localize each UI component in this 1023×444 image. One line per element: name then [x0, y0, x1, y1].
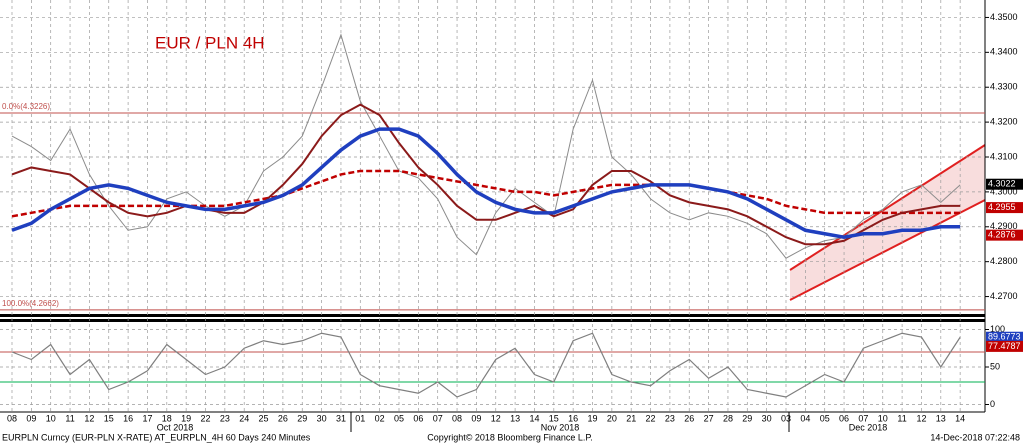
x-tick-label: 30 [317, 413, 327, 423]
price-marker [986, 202, 1023, 214]
x-tick-label: 02 [375, 413, 385, 423]
x-tick-label: 10 [46, 413, 56, 423]
price-marker-label: 4.2876 [988, 230, 1016, 240]
y-tick-label: 4.3100 [990, 151, 1018, 161]
price-marker-label: 89.6773 [988, 332, 1021, 342]
x-tick-label: 05 [394, 413, 404, 423]
x-tick-label: 31 [336, 413, 346, 423]
month-label: Nov 2018 [541, 422, 580, 432]
x-tick-label: 25 [259, 413, 269, 423]
x-tick-label: 12 [491, 413, 501, 423]
x-tick-label: 24 [239, 413, 249, 423]
footer-left: EURPLN Curncy (EUR-PLN X-RATE) AT_EURPLN… [2, 432, 311, 442]
x-tick-label: 19 [587, 413, 597, 423]
y-tick-label: 0 [990, 399, 995, 409]
x-tick-label: 19 [181, 413, 191, 423]
series-line [11, 332, 961, 398]
x-tick-label: 26 [278, 413, 288, 423]
x-tick-label: 17 [142, 413, 152, 423]
price-marker-label: 77.4787 [988, 341, 1021, 351]
channel-upper [789, 144, 986, 271]
x-tick-label: 13 [510, 413, 520, 423]
x-tick-label: 09 [26, 413, 36, 423]
price-marker [986, 340, 1023, 352]
price-marker-label: 4.3022 [988, 179, 1016, 189]
x-tick-label: 10 [878, 413, 888, 423]
level-label: 100.0%(4.2662) [2, 299, 59, 308]
month-label: Dec 2018 [849, 422, 888, 432]
x-tick-label: 03 [781, 413, 791, 423]
x-tick-label: 18 [162, 413, 172, 423]
x-tick-label: 23 [220, 413, 230, 423]
x-tick-label: 23 [665, 413, 675, 423]
pane-separator [0, 314, 985, 317]
series-line [11, 169, 961, 218]
series-line [11, 33, 961, 259]
x-tick-label: 21 [626, 413, 636, 423]
x-tick-label: 04 [800, 413, 810, 423]
x-tick-label: 12 [84, 413, 94, 423]
x-tick-label: 15 [549, 413, 559, 423]
y-tick-label: 4.3400 [990, 47, 1018, 57]
x-tick-label: 22 [646, 413, 656, 423]
x-tick-label: 08 [7, 413, 17, 423]
x-tick-label: 29 [742, 413, 752, 423]
x-tick-label: 08 [452, 413, 462, 423]
x-tick-label: 26 [684, 413, 694, 423]
price-marker-label: 4.2955 [988, 202, 1016, 212]
x-tick-label: 29 [297, 413, 307, 423]
series-line [11, 127, 961, 240]
price-marker [986, 331, 1023, 343]
y-tick-label: 100 [990, 324, 1005, 334]
y-tick-label: 4.2700 [990, 291, 1018, 301]
x-tick-label: 22 [200, 413, 210, 423]
footer-center: Copyright© 2018 Bloomberg Finance L.P. [427, 432, 593, 442]
chart-title: EUR / PLN 4H [155, 33, 265, 52]
x-tick-label: 11 [65, 413, 74, 423]
channel-lower [789, 199, 986, 301]
x-tick-label: 28 [723, 413, 733, 423]
x-tick-label: 07 [433, 413, 443, 423]
x-tick-label: 20 [607, 413, 617, 423]
x-tick-label: 07 [858, 413, 868, 423]
footer-right: 14-Dec-2018 07:22:48 [930, 432, 1020, 442]
level-label: 0.0%(4.3226) [2, 102, 50, 111]
x-tick-label: 09 [471, 413, 481, 423]
x-tick-label: 12 [916, 413, 926, 423]
y-tick-label: 4.2900 [990, 221, 1018, 231]
y-tick-label: 4.3000 [990, 186, 1018, 196]
series-line [11, 103, 961, 246]
price-marker [986, 229, 1023, 241]
x-tick-label: 15 [104, 413, 114, 423]
x-tick-label: 06 [839, 413, 849, 423]
channel-fill [790, 145, 985, 300]
y-tick-label: 50 [990, 361, 1000, 371]
month-label: Oct 2018 [157, 422, 194, 432]
y-tick-label: 4.2800 [990, 256, 1018, 266]
x-tick-label: 27 [704, 413, 714, 423]
x-tick-label: 11 [897, 413, 906, 423]
x-tick-label: 16 [123, 413, 133, 423]
y-tick-label: 4.3200 [990, 116, 1018, 126]
x-tick-label: 16 [568, 413, 578, 423]
x-tick-label: 14 [529, 413, 539, 423]
x-tick-label: 14 [955, 413, 965, 423]
x-tick-label: 01 [355, 413, 365, 423]
price-marker [986, 178, 1023, 190]
x-tick-label: 06 [413, 413, 423, 423]
y-tick-label: 4.3300 [990, 82, 1018, 92]
y-tick-label: 4.3500 [990, 12, 1018, 22]
pane-separator [0, 319, 985, 322]
x-tick-label: 13 [936, 413, 946, 423]
x-tick-label: 30 [762, 413, 772, 423]
x-tick-label: 05 [820, 413, 830, 423]
